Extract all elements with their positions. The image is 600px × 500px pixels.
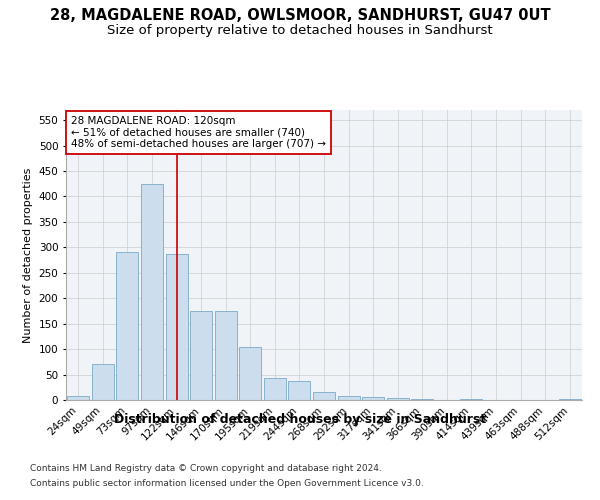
Bar (166, 254, 188, 400)
Bar (559, 399, 581, 400)
Bar (289, 380, 310, 400)
Bar (362, 397, 384, 400)
Bar (386, 398, 409, 400)
Bar (215, 312, 237, 400)
Bar (338, 396, 359, 400)
Bar (313, 392, 335, 400)
Text: 28 MAGDALENE ROAD: 120sqm
← 51% of detached houses are smaller (740)
48% of semi: 28 MAGDALENE ROAD: 120sqm ← 51% of detac… (71, 116, 326, 149)
Text: Distribution of detached houses by size in Sandhurst: Distribution of detached houses by size … (114, 412, 486, 426)
Bar (92, 364, 114, 400)
Text: Contains HM Land Registry data © Crown copyright and database right 2024.: Contains HM Land Registry data © Crown c… (30, 464, 382, 473)
Text: Size of property relative to detached houses in Sandhurst: Size of property relative to detached ho… (107, 24, 493, 37)
Bar (239, 346, 262, 400)
Y-axis label: Number of detached properties: Number of detached properties (23, 168, 33, 342)
Bar (141, 184, 163, 400)
Bar (264, 378, 286, 400)
Text: Contains public sector information licensed under the Open Government Licence v3: Contains public sector information licen… (30, 479, 424, 488)
Bar (67, 396, 89, 400)
Text: 28, MAGDALENE ROAD, OWLSMOOR, SANDHURST, GU47 0UT: 28, MAGDALENE ROAD, OWLSMOOR, SANDHURST,… (50, 8, 550, 22)
Bar (116, 252, 139, 400)
Bar (190, 312, 212, 400)
Bar (460, 399, 482, 400)
